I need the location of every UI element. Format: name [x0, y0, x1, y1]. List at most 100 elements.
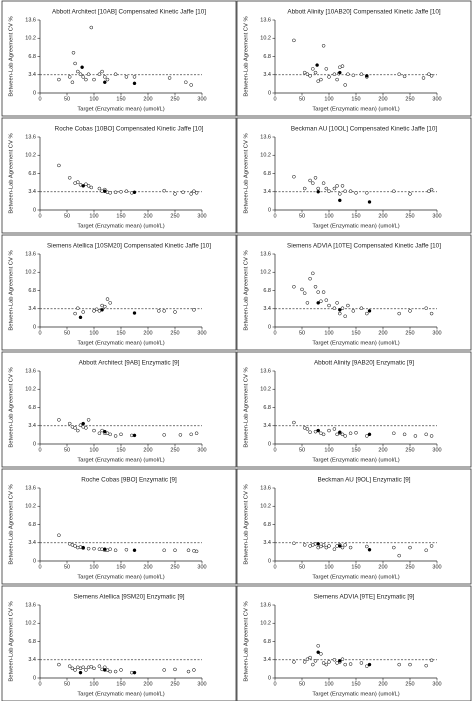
panel-title: Abbott Alinity [9AB20] Enzymatic [9] [314, 360, 414, 367]
open-point [359, 306, 364, 310]
open-point [327, 75, 331, 79]
open-point [92, 77, 96, 82]
y-tick-label: 0 [268, 675, 271, 681]
filled-point [316, 428, 320, 433]
x-tick-label: 200 [143, 96, 152, 102]
filled-point [338, 198, 342, 203]
open-point [429, 544, 434, 548]
open-point [132, 75, 137, 79]
x-tick-label: 100 [89, 564, 98, 570]
x-tick-label: 0 [273, 447, 276, 453]
x-tick-label: 50 [64, 330, 70, 336]
filled-point [80, 65, 84, 69]
x-tick-label: 50 [299, 681, 305, 687]
open-point [292, 660, 296, 664]
x-tick-label: 300 [432, 681, 441, 687]
y-tick-label: 6.8 [28, 54, 36, 60]
y-tick-label: 6.8 [28, 171, 36, 177]
open-point [108, 191, 112, 195]
x-tick-label: 150 [351, 330, 360, 336]
open-point [119, 668, 123, 672]
panel-title: Beckman AU [10OL] Compensated Kinetic Ja… [291, 126, 437, 133]
y-tick-label: 13.6 [25, 485, 36, 491]
open-point [340, 64, 345, 68]
open-point [340, 657, 345, 661]
x-tick-label: 150 [116, 213, 125, 219]
open-point [113, 548, 118, 553]
open-point [343, 314, 347, 319]
x-tick-label: 250 [405, 681, 414, 687]
filled-point [132, 190, 137, 195]
open-point [103, 304, 107, 309]
x-tick-label: 200 [378, 96, 387, 102]
x-tick-label: 100 [324, 96, 333, 102]
y-tick-label: 10.2 [25, 36, 36, 42]
open-point [84, 77, 88, 82]
panel-title: Abbott Architect [9AB] Enzymatic [9] [79, 360, 180, 367]
filled-point [367, 547, 372, 552]
x-tick-label: 200 [143, 564, 152, 570]
panel-title: Roche Cobas [9BO] Enzymatic [9] [81, 477, 177, 484]
y-axis-label: Between-Lab Agreement CV % [244, 250, 250, 330]
panel-title: Roche Cobas [10BO] Compensated Kinetic J… [55, 126, 204, 133]
panel-title: Siemens ADVIA [10TE] Compensated Kinetic… [287, 243, 441, 250]
open-point [81, 310, 85, 314]
y-axis-label: Between-Lab Agreement CV % [244, 601, 250, 681]
x-tick-label: 200 [378, 213, 387, 219]
open-point [302, 186, 307, 191]
y-tick-label: 3.4 [28, 657, 36, 663]
open-point [319, 544, 323, 549]
open-point [319, 299, 323, 303]
open-point [57, 77, 61, 82]
open-point [67, 176, 72, 180]
open-point [81, 75, 85, 79]
open-point [316, 290, 320, 294]
open-point [73, 61, 77, 66]
y-axis-label: Between-Lab Agreement CV % [244, 133, 250, 213]
y-axis-label: Between-Lab Agreement CV % [244, 367, 250, 447]
open-point [70, 666, 75, 671]
y-tick-label: 3.4 [263, 540, 271, 546]
x-tick-label: 0 [273, 681, 276, 687]
panel-frame [1, 117, 237, 234]
x-axis-label: Target (Enzymatic mean) (umol/L) [77, 107, 164, 113]
x-tick-label: 200 [378, 330, 387, 336]
y-tick-label: 3.4 [263, 72, 271, 78]
open-point [392, 431, 396, 436]
open-point [408, 545, 412, 550]
open-point [167, 76, 172, 80]
y-tick-label: 0 [268, 558, 271, 564]
filled-point [316, 301, 320, 305]
open-point [305, 301, 310, 305]
x-tick-label: 150 [116, 96, 125, 102]
open-point [316, 79, 320, 83]
x-tick-label: 200 [143, 447, 152, 453]
x-tick-label: 150 [116, 447, 125, 453]
open-point [92, 546, 96, 551]
open-point [189, 432, 193, 437]
open-point [424, 306, 428, 310]
open-point [119, 432, 123, 437]
open-point [424, 663, 428, 668]
y-tick-label: 3.4 [263, 306, 271, 312]
y-tick-label: 0 [33, 441, 36, 447]
x-tick-label: 250 [405, 213, 414, 219]
open-point [429, 658, 434, 663]
x-axis-label: Target (Enzymatic mean) (umol/L) [312, 341, 399, 347]
panel-title: Abbott Architect [10AB] Compensated Kine… [52, 9, 206, 16]
open-point [327, 428, 331, 433]
panel-title: Beckman AU [9OL] Enzymatic [9] [317, 477, 410, 484]
y-tick-label: 13.6 [260, 485, 271, 491]
x-tick-label: 0 [38, 330, 41, 336]
open-point [324, 662, 329, 667]
x-tick-label: 0 [38, 213, 41, 219]
open-point [429, 74, 434, 78]
panel: Abbott Alinity [9AB20] Enzymatic [9] Betw… [236, 351, 472, 468]
open-point [192, 189, 196, 193]
y-tick-label: 10.2 [25, 504, 36, 510]
open-point [332, 72, 337, 76]
panel-frame [1, 585, 237, 701]
panel: Roche Cobas [9BO] Enzymatic [9] Between-L… [1, 468, 237, 585]
open-point [340, 432, 345, 437]
open-point [424, 548, 428, 553]
